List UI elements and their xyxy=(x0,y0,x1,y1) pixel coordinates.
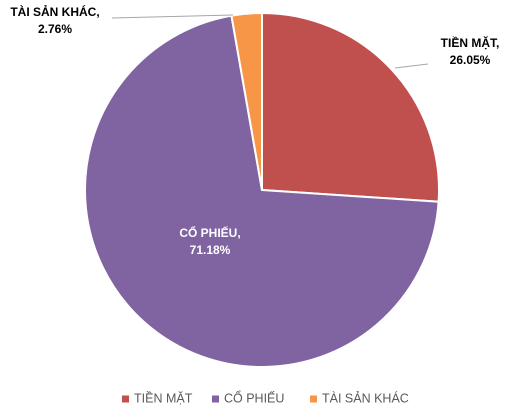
pie-slice xyxy=(84,14,440,368)
label-category: TÀI SẢN KHÁC xyxy=(10,4,96,19)
legend-label: TIỀN MẶT xyxy=(134,390,193,405)
label-separator: , xyxy=(496,36,499,50)
label-separator: , xyxy=(96,5,99,19)
leader-line xyxy=(394,63,429,69)
legend-label: TÀI SẢN KHÁC xyxy=(322,390,409,405)
label-category: TIỀN MẶT xyxy=(441,35,498,50)
data-label: CỔ PHIẾU, 71.18% xyxy=(179,225,240,257)
pie-slice xyxy=(261,11,440,203)
label-category: CỔ PHIẾU xyxy=(179,225,237,240)
label-value: 71.18% xyxy=(190,243,231,257)
legend-label: CỔ PHIẾU xyxy=(224,390,284,405)
data-label: TIỀN MẶT, 26.05% xyxy=(441,35,500,67)
label-value: 26.05% xyxy=(450,53,491,67)
data-label: TÀI SẢN KHÁC, 2.76% xyxy=(10,4,99,36)
pie-slice xyxy=(230,11,263,191)
legend-swatch xyxy=(310,395,317,403)
label-separator: , xyxy=(237,226,240,240)
label-value: 2.76% xyxy=(38,22,72,36)
leader-line xyxy=(111,14,234,19)
legend-swatch xyxy=(122,395,129,403)
legend-swatch xyxy=(212,395,219,403)
